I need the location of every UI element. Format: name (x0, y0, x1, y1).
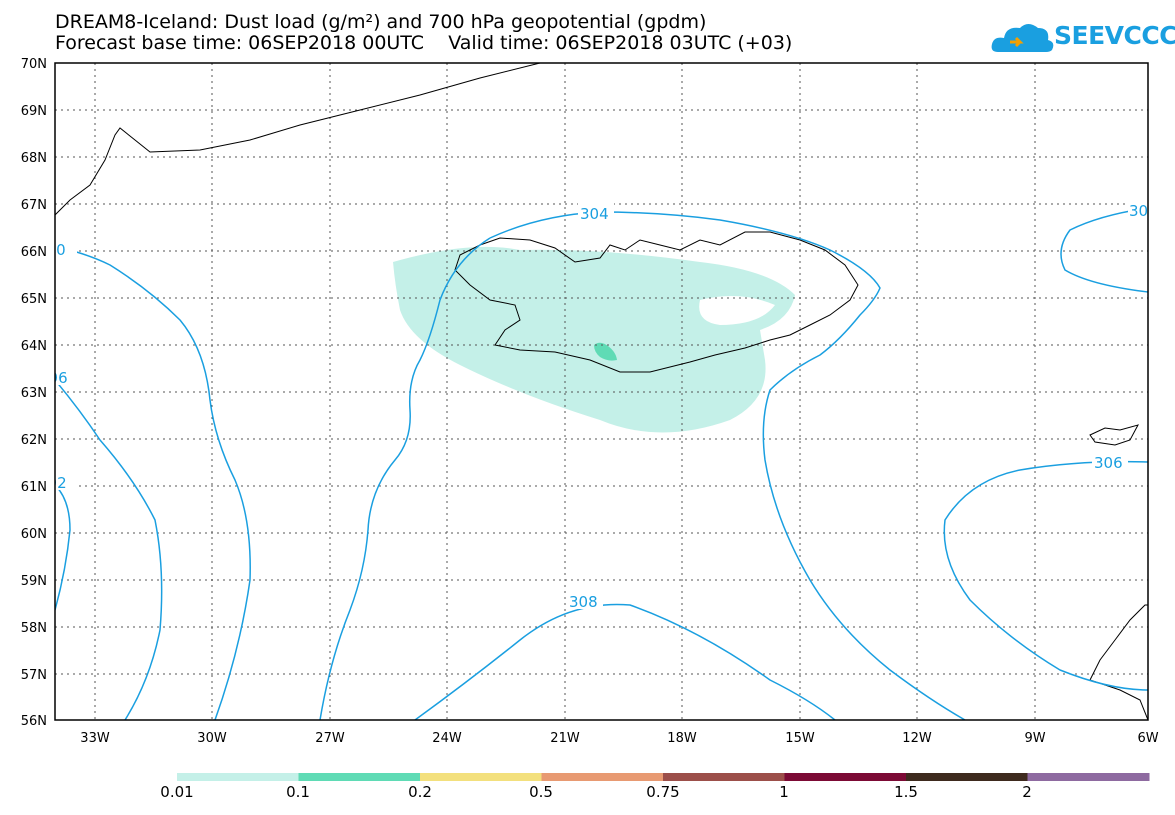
contour-304 (489, 211, 966, 720)
colorbar (177, 773, 1150, 781)
dust-area-mid (594, 342, 617, 361)
longitude-labels: 33W 30W 27W 24W 21W 18W 15W 12W 9W 6W (80, 731, 1158, 746)
lon-label: 21W (550, 731, 580, 746)
colorbar-swatch (784, 773, 907, 781)
lon-label: 30W (197, 731, 227, 746)
colorbar-swatch (906, 773, 1028, 781)
scotland-coast (1089, 604, 1148, 720)
colorbar-label: 0.5 (529, 783, 553, 801)
colorbar-swatch (298, 773, 421, 781)
lat-label: 57N (21, 668, 47, 683)
contour-308-right (943, 460, 1148, 691)
lat-label: 69N (21, 104, 47, 119)
lat-label: 65N (21, 292, 47, 307)
latitude-labels: 70N 69N 68N 67N 66N 65N 64N 63N 62N 61N … (21, 57, 47, 729)
lon-label: 18W (667, 731, 697, 746)
logo-text: SEEVCCC (1054, 21, 1175, 50)
colorbar-swatch (663, 773, 785, 781)
lon-label: 24W (432, 731, 462, 746)
contour-label-304: 304 (580, 205, 609, 223)
chart-title-line1: DREAM8-Iceland: Dust load (g/m²) and 700… (55, 11, 707, 33)
lat-label: 62N (21, 433, 47, 448)
colorbar-swatch (541, 773, 664, 781)
contour-label-292: 292 (38, 474, 67, 492)
colorbar-label: 0.01 (160, 783, 194, 801)
coastlines (55, 63, 1148, 720)
contour-292 (55, 484, 71, 611)
contour-300-left (61, 247, 251, 720)
map-frame (54, 62, 1149, 721)
lon-label: 9W (1024, 731, 1045, 746)
chart-title-line2: Forecast base time: 06SEP2018 00UTC Vali… (55, 32, 793, 54)
lat-label: 64N (21, 339, 47, 354)
contour-308 (414, 603, 836, 720)
lat-label: 67N (21, 198, 47, 213)
lat-label: 56N (21, 714, 47, 729)
contour-labels: 304 308 300 296 292 306 30 (37, 200, 1148, 611)
colorbar-label: 1.5 (894, 783, 918, 801)
lat-label: 66N (21, 245, 47, 260)
lat-label: 68N (21, 151, 47, 166)
graticule (55, 63, 1148, 720)
colorbar-label: 2 (1022, 783, 1032, 801)
greenland-coast (55, 63, 541, 216)
lat-label: 70N (21, 57, 47, 72)
lon-label: 27W (315, 731, 345, 746)
cloud-icon (991, 24, 1054, 52)
lat-label: 63N (21, 386, 47, 401)
contour-304-left (319, 237, 491, 720)
colorbar-label: 0.2 (408, 783, 432, 801)
lon-label: 12W (902, 731, 932, 746)
contour-label-296: 296 (39, 369, 68, 387)
lat-label: 60N (21, 527, 47, 542)
contour-label-30: 30 (1129, 202, 1148, 220)
lon-label: 15W (785, 731, 815, 746)
colorbar-swatch (177, 773, 299, 781)
colorbar-label: 0.1 (286, 783, 310, 801)
colorbar-label: 1 (779, 783, 789, 801)
iceland-coast (454, 231, 859, 373)
lon-label: 33W (80, 731, 110, 746)
contour-label-300: 300 (37, 241, 66, 259)
colorbar-swatch (420, 773, 542, 781)
geopotential-contours (55, 207, 1148, 720)
lon-label: 6W (1137, 731, 1158, 746)
lat-label: 58N (21, 621, 47, 636)
contour-label-306: 306 (1094, 454, 1123, 472)
dust-area-low (393, 246, 795, 433)
colorbar-swatch (1027, 773, 1150, 781)
lat-label: 61N (21, 480, 47, 495)
contour-296 (55, 379, 163, 720)
lat-label: 59N (21, 574, 47, 589)
faroe-coast (1089, 424, 1139, 446)
colorbar-label: 0.75 (646, 783, 680, 801)
dust-gap (699, 296, 775, 325)
contour-label-308: 308 (569, 593, 598, 611)
contour-300-right (1060, 207, 1148, 293)
